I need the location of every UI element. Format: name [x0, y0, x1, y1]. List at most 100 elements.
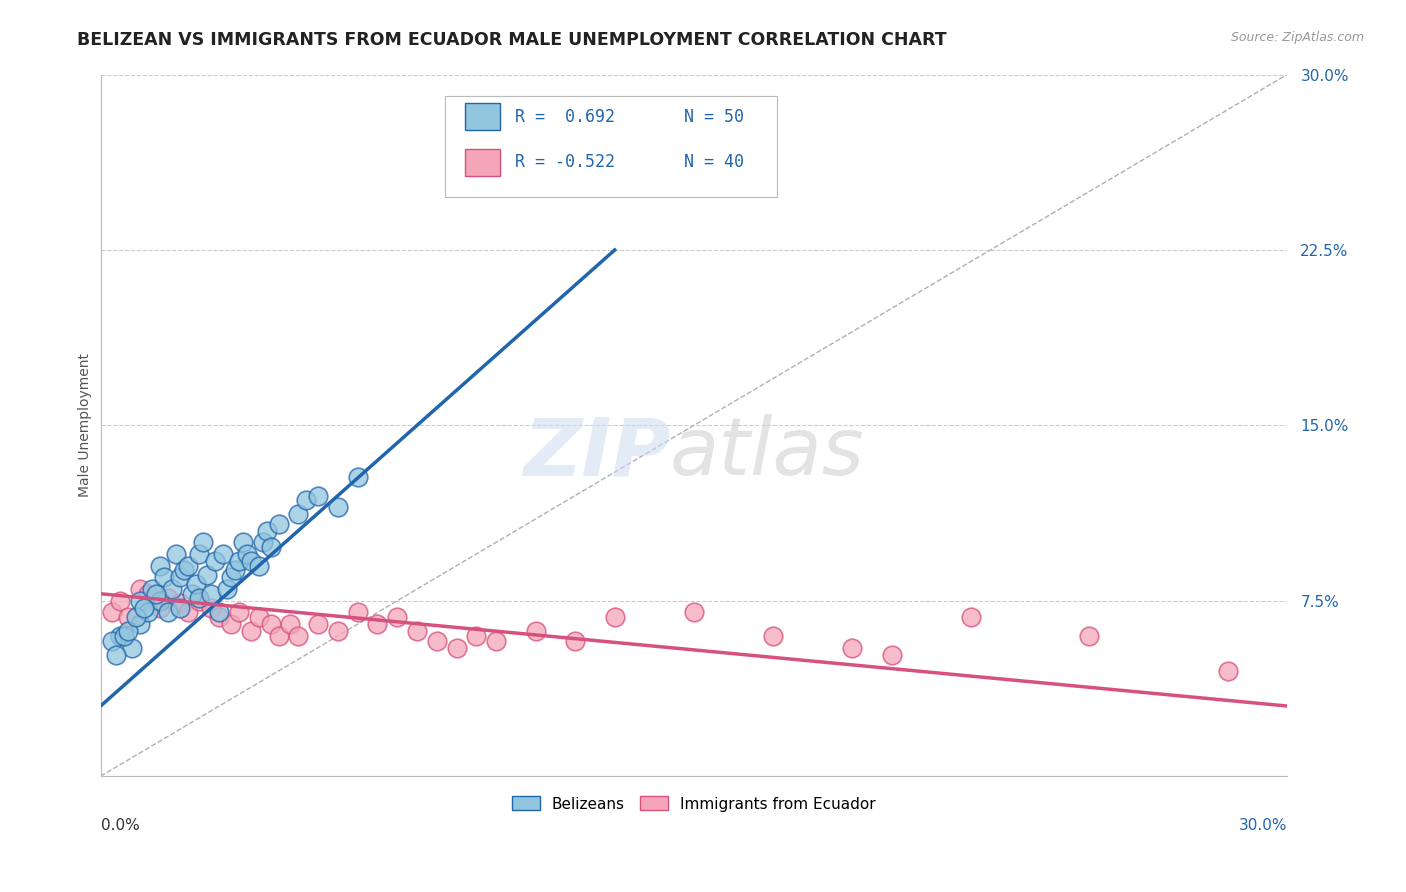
- Point: [280, 617, 302, 632]
- Point: [219, 617, 242, 632]
- Point: [188, 547, 211, 561]
- Y-axis label: Male Unemployment: Male Unemployment: [79, 353, 93, 498]
- FancyBboxPatch shape: [444, 95, 778, 197]
- Text: N = 50: N = 50: [685, 108, 744, 126]
- Point: [129, 617, 152, 632]
- Point: [236, 547, 259, 561]
- Text: N = 40: N = 40: [685, 153, 744, 171]
- FancyBboxPatch shape: [465, 103, 501, 130]
- Point: [188, 594, 211, 608]
- Point: [165, 547, 187, 561]
- Point: [219, 570, 242, 584]
- Point: [110, 629, 132, 643]
- Point: [260, 617, 283, 632]
- Point: [564, 633, 586, 648]
- Point: [132, 600, 155, 615]
- Point: [287, 629, 309, 643]
- Point: [149, 594, 172, 608]
- Point: [485, 633, 508, 648]
- Point: [256, 524, 278, 538]
- Point: [326, 500, 349, 515]
- Point: [683, 606, 706, 620]
- Legend: Belizeans, Immigrants from Ecuador: Belizeans, Immigrants from Ecuador: [506, 790, 882, 818]
- Point: [880, 648, 903, 662]
- Point: [200, 600, 222, 615]
- Point: [239, 624, 262, 639]
- Point: [141, 582, 163, 596]
- Point: [156, 591, 179, 606]
- Point: [762, 629, 785, 643]
- Point: [110, 594, 132, 608]
- Point: [307, 617, 329, 632]
- Point: [959, 610, 981, 624]
- Point: [169, 600, 191, 615]
- Point: [295, 493, 318, 508]
- Text: atlas: atlas: [671, 415, 865, 492]
- Text: Source: ZipAtlas.com: Source: ZipAtlas.com: [1230, 31, 1364, 45]
- Point: [1216, 664, 1239, 678]
- Point: [176, 558, 198, 573]
- Point: [197, 568, 219, 582]
- Point: [267, 516, 290, 531]
- Point: [1078, 629, 1101, 643]
- Point: [117, 610, 139, 624]
- Point: [212, 547, 235, 561]
- Point: [247, 558, 270, 573]
- Point: [145, 587, 167, 601]
- Point: [101, 633, 124, 648]
- Text: R =  0.692: R = 0.692: [515, 108, 614, 126]
- Point: [105, 648, 128, 662]
- Point: [346, 606, 368, 620]
- Point: [125, 610, 148, 624]
- Point: [129, 594, 152, 608]
- Point: [193, 535, 215, 549]
- Point: [366, 617, 388, 632]
- Point: [406, 624, 429, 639]
- Point: [121, 640, 143, 655]
- Point: [326, 624, 349, 639]
- Point: [136, 587, 159, 601]
- Point: [149, 600, 172, 615]
- Point: [247, 610, 270, 624]
- Point: [173, 563, 195, 577]
- Point: [208, 610, 231, 624]
- Point: [228, 606, 250, 620]
- Point: [101, 606, 124, 620]
- Point: [149, 558, 172, 573]
- Point: [188, 591, 211, 606]
- Point: [153, 570, 176, 584]
- Point: [465, 629, 488, 643]
- Text: 30.0%: 30.0%: [1239, 818, 1286, 833]
- Point: [117, 624, 139, 639]
- Point: [217, 582, 239, 596]
- Point: [426, 633, 449, 648]
- Point: [228, 554, 250, 568]
- Point: [387, 610, 409, 624]
- Point: [307, 489, 329, 503]
- Point: [176, 606, 198, 620]
- Point: [841, 640, 863, 655]
- Point: [136, 606, 159, 620]
- Point: [267, 629, 290, 643]
- Point: [184, 577, 207, 591]
- Point: [204, 554, 226, 568]
- Point: [180, 587, 202, 601]
- Text: 0.0%: 0.0%: [101, 818, 139, 833]
- Point: [200, 587, 222, 601]
- Point: [287, 507, 309, 521]
- FancyBboxPatch shape: [465, 149, 501, 176]
- Point: [524, 624, 547, 639]
- Point: [224, 563, 246, 577]
- Point: [232, 535, 254, 549]
- Point: [252, 535, 274, 549]
- Point: [156, 606, 179, 620]
- Point: [446, 640, 468, 655]
- Point: [260, 540, 283, 554]
- Point: [603, 610, 626, 624]
- Point: [169, 570, 191, 584]
- Point: [160, 582, 183, 596]
- Point: [239, 554, 262, 568]
- Point: [169, 596, 191, 610]
- Text: BELIZEAN VS IMMIGRANTS FROM ECUADOR MALE UNEMPLOYMENT CORRELATION CHART: BELIZEAN VS IMMIGRANTS FROM ECUADOR MALE…: [77, 31, 948, 49]
- Point: [129, 582, 152, 596]
